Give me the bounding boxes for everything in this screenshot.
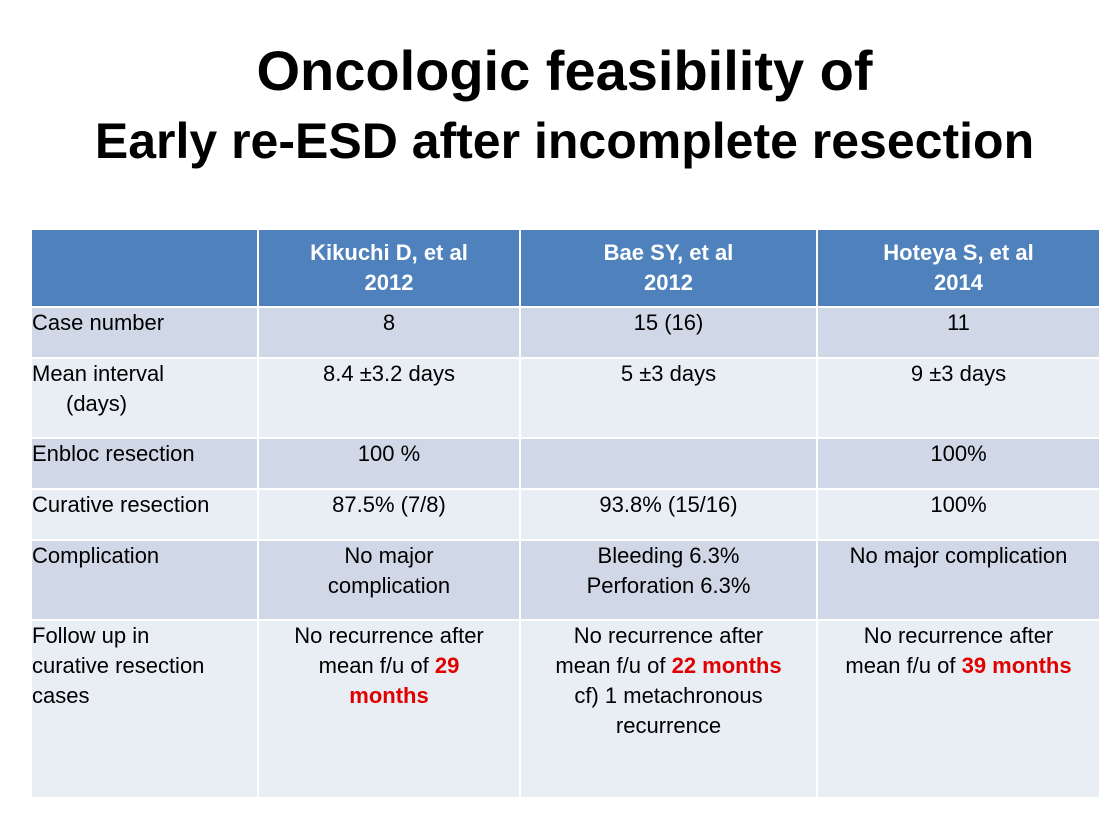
cell-line: mean f/u of 39 months <box>818 651 1099 681</box>
comparison-table: Kikuchi D, et al 2012 Bae SY, et al 2012… <box>30 228 1101 799</box>
cell-line: cf) 1 metachronous <box>574 683 763 708</box>
cell-text: mean f/u of <box>845 653 962 678</box>
title-line-2: Early re-ESD after incomplete resection <box>94 113 1035 169</box>
table-cell: 100% <box>816 437 1101 490</box>
cell-line: Perforation 6.3% <box>586 573 751 598</box>
header-kikuchi: Kikuchi D, et al 2012 <box>257 228 521 308</box>
row-label: Mean interval (days) <box>30 357 259 439</box>
table-row-enbloc: Enbloc resection 100 % 100% <box>30 437 1101 490</box>
header-year: 2012 <box>644 270 693 295</box>
highlight-text: 29 <box>434 653 460 678</box>
header-author: Hoteya S, et al <box>883 240 1034 265</box>
cell-line: No recurrence after <box>294 623 484 648</box>
title-line-1: Oncologic feasibility of <box>256 39 873 102</box>
table-row-case-number: Case number 8 15 (16) 11 <box>30 306 1101 359</box>
row-label-line: (days) <box>66 391 128 416</box>
row-label: Curative resection <box>30 488 259 541</box>
row-label: Follow up in curative resection cases <box>30 619 259 799</box>
table-cell: 100% <box>816 488 1101 541</box>
table-cell: No major complication <box>257 539 521 621</box>
table-row-curative: Curative resection 87.5% (7/8) 93.8% (15… <box>30 488 1101 541</box>
cell-line: No major <box>344 543 434 568</box>
header-year: 2014 <box>934 270 983 295</box>
table-cell: 100 % <box>257 437 521 490</box>
table-row-follow-up: Follow up in curative resection cases No… <box>30 619 1101 799</box>
table-cell: 9 ±3 days <box>816 357 1101 439</box>
header-hoteya: Hoteya S, et al 2014 <box>816 228 1101 308</box>
cell-text: mean f/u of <box>318 653 435 678</box>
table-cell: Bleeding 6.3% Perforation 6.3% <box>519 539 818 621</box>
cell-line: complication <box>327 573 451 598</box>
row-label: Case number <box>30 306 259 359</box>
header-row: Kikuchi D, et al 2012 Bae SY, et al 2012… <box>30 228 1101 308</box>
header-empty-cell <box>30 228 259 308</box>
header-bae: Bae SY, et al 2012 <box>519 228 818 308</box>
table-cell: No recurrence after mean f/u of 22 month… <box>519 619 818 799</box>
table-cell: 5 ±3 days <box>519 357 818 439</box>
row-label-line: Follow up in <box>32 623 150 648</box>
row-label-line: cases <box>32 683 90 708</box>
table-row-complication: Complication No major complication Bleed… <box>30 539 1101 621</box>
highlight-text: months <box>349 683 429 708</box>
cell-line: mean f/u of 22 months <box>521 651 816 681</box>
table-cell: 15 (16) <box>519 306 818 359</box>
slide-title: Oncologic feasibility of Early re-ESD af… <box>0 36 1109 176</box>
cell-line: Bleeding 6.3% <box>597 543 740 568</box>
row-label: Enbloc resection <box>30 437 259 490</box>
row-label-line: Mean interval <box>32 361 165 386</box>
table-cell: 8.4 ±3.2 days <box>257 357 521 439</box>
table-cell: No major complication <box>816 539 1101 621</box>
cell-line: mean f/u of 29 <box>259 651 519 681</box>
table-cell: 93.8% (15/16) <box>519 488 818 541</box>
table-cell: No recurrence after mean f/u of 29 month… <box>257 619 521 799</box>
row-label-line: curative resection <box>32 653 205 678</box>
highlight-text: 39 months <box>961 653 1072 678</box>
row-label: Complication <box>30 539 259 621</box>
header-author: Kikuchi D, et al <box>310 240 468 265</box>
header-author: Bae SY, et al <box>603 240 734 265</box>
highlight-text: 22 months <box>671 653 782 678</box>
table-cell: 8 <box>257 306 521 359</box>
cell-line: recurrence <box>615 713 722 738</box>
header-year: 2012 <box>364 270 414 295</box>
cell-line: No recurrence after <box>863 623 1054 648</box>
table-cell: 87.5% (7/8) <box>257 488 521 541</box>
table-cell: No recurrence after mean f/u of 39 month… <box>816 619 1101 799</box>
table-row-mean-interval: Mean interval (days) 8.4 ±3.2 days 5 ±3 … <box>30 357 1101 439</box>
cell-line: No recurrence after <box>573 623 764 648</box>
table-cell <box>519 437 818 490</box>
table-cell: 11 <box>816 306 1101 359</box>
cell-text: mean f/u of <box>555 653 672 678</box>
